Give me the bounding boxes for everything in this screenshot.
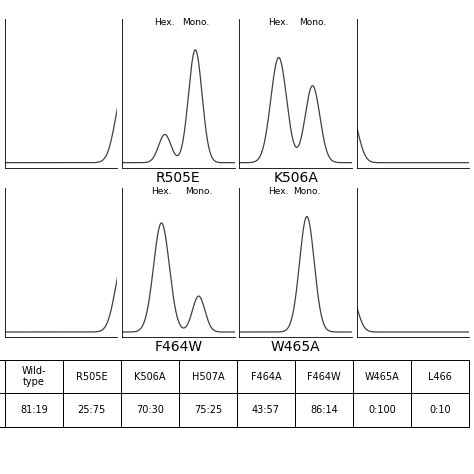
X-axis label: W465A: W465A [271,340,320,354]
Text: Mono.: Mono. [293,187,320,196]
Text: Mono.: Mono. [185,187,212,196]
Text: Hex.: Hex. [155,18,175,27]
Text: Mono.: Mono. [182,18,209,27]
X-axis label: R505E: R505E [156,171,201,184]
X-axis label: K506A: K506A [273,171,318,184]
X-axis label: F464W: F464W [155,340,202,354]
Text: Hex.: Hex. [268,187,289,196]
Text: Mono.: Mono. [299,18,326,27]
Text: Hex.: Hex. [151,187,172,196]
Text: Hex.: Hex. [268,18,289,27]
